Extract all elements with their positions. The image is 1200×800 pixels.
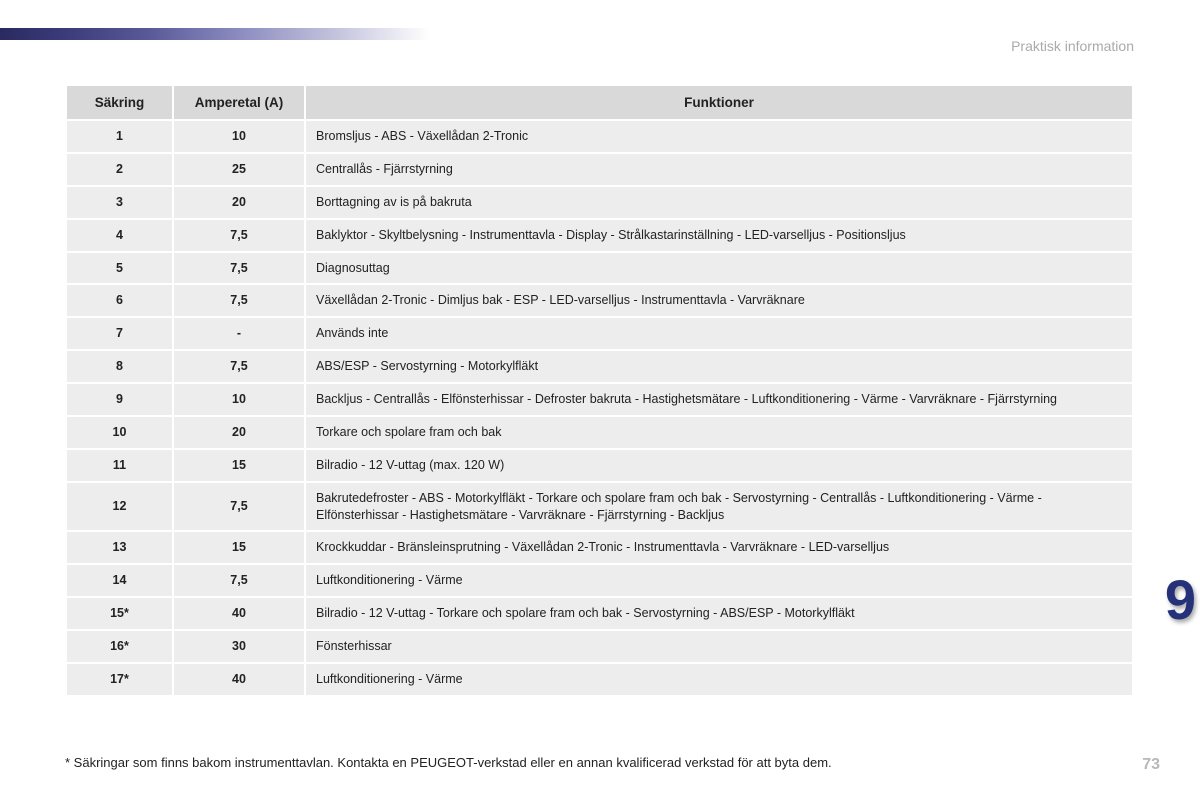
table-row: 1020Torkare och spolare fram och bak	[67, 417, 1132, 448]
amperage-cell: 7,5	[174, 565, 304, 596]
fuse-number-cell: 7	[67, 318, 172, 349]
functions-cell: Borttagning av is på bakruta	[306, 187, 1132, 218]
functions-cell: Luftkonditionering - Värme	[306, 565, 1132, 596]
functions-cell: Torkare och spolare fram och bak	[306, 417, 1132, 448]
chapter-number-badge: 9	[1165, 567, 1196, 632]
amperage-cell: 10	[174, 384, 304, 415]
functions-cell: Bilradio - 12 V-uttag (max. 120 W)	[306, 450, 1132, 481]
table-row: 87,5ABS/ESP - Servostyrning - Motorkylfl…	[67, 351, 1132, 382]
fuse-number-cell: 3	[67, 187, 172, 218]
table-row: 17*40Luftkonditionering - Värme	[67, 664, 1132, 695]
fuse-number-cell: 9	[67, 384, 172, 415]
functions-cell: Luftkonditionering - Värme	[306, 664, 1132, 695]
fuse-number-cell: 16*	[67, 631, 172, 662]
table-row: 7-Används inte	[67, 318, 1132, 349]
table-row: 320Borttagning av is på bakruta	[67, 187, 1132, 218]
fuse-number-cell: 10	[67, 417, 172, 448]
functions-cell: Baklyktor - Skyltbelysning - Instrumentt…	[306, 220, 1132, 251]
col-header-fuse: Säkring	[67, 86, 172, 119]
header-gradient-bar	[0, 28, 430, 40]
functions-cell: ABS/ESP - Servostyrning - Motorkylfläkt	[306, 351, 1132, 382]
amperage-cell: -	[174, 318, 304, 349]
col-header-amperage: Amperetal (A)	[174, 86, 304, 119]
amperage-cell: 40	[174, 598, 304, 629]
amperage-cell: 7,5	[174, 483, 304, 531]
table-row: 57,5Diagnosuttag	[67, 253, 1132, 284]
fuse-number-cell: 1	[67, 121, 172, 152]
table-row: 47,5Baklyktor - Skyltbelysning - Instrum…	[67, 220, 1132, 251]
fuse-table: Säkring Amperetal (A) Funktioner 110Brom…	[65, 84, 1134, 697]
table-row: 910Backljus - Centrallås - Elfönsterhiss…	[67, 384, 1132, 415]
col-header-functions: Funktioner	[306, 86, 1132, 119]
footnote: * Säkringar som finns bakom instrumentta…	[65, 755, 832, 770]
table-header-row: Säkring Amperetal (A) Funktioner	[67, 86, 1132, 119]
fuse-number-cell: 2	[67, 154, 172, 185]
table-row: 1115Bilradio - 12 V-uttag (max. 120 W)	[67, 450, 1132, 481]
table-row: 225Centrallås - Fjärrstyrning	[67, 154, 1132, 185]
manual-page: Praktisk information Säkring Amperetal (…	[0, 0, 1200, 800]
functions-cell: Centrallås - Fjärrstyrning	[306, 154, 1132, 185]
functions-cell: Fönsterhissar	[306, 631, 1132, 662]
amperage-cell: 20	[174, 187, 304, 218]
fuse-number-cell: 15*	[67, 598, 172, 629]
table-row: 110Bromsljus - ABS - Växellådan 2-Tronic	[67, 121, 1132, 152]
amperage-cell: 7,5	[174, 253, 304, 284]
fuse-number-cell: 13	[67, 532, 172, 563]
table-row: 16*30Fönsterhissar	[67, 631, 1132, 662]
amperage-cell: 40	[174, 664, 304, 695]
page-number: 73	[1142, 756, 1160, 774]
functions-cell: Växellådan 2-Tronic - Dimljus bak - ESP …	[306, 285, 1132, 316]
amperage-cell: 10	[174, 121, 304, 152]
amperage-cell: 15	[174, 532, 304, 563]
table-row: 127,5Bakrutedefroster - ABS - Motorkylfl…	[67, 483, 1132, 531]
table-row: 1315Krockkuddar - Bränsleinsprutning - V…	[67, 532, 1132, 563]
amperage-cell: 7,5	[174, 220, 304, 251]
amperage-cell: 20	[174, 417, 304, 448]
fuse-number-cell: 12	[67, 483, 172, 531]
section-header: Praktisk information	[1011, 38, 1134, 54]
fuse-number-cell: 14	[67, 565, 172, 596]
fuse-number-cell: 6	[67, 285, 172, 316]
functions-cell: Bakrutedefroster - ABS - Motorkylfläkt -…	[306, 483, 1132, 531]
table-row: 147,5Luftkonditionering - Värme	[67, 565, 1132, 596]
functions-cell: Bilradio - 12 V-uttag - Torkare och spol…	[306, 598, 1132, 629]
amperage-cell: 7,5	[174, 285, 304, 316]
functions-cell: Bromsljus - ABS - Växellådan 2-Tronic	[306, 121, 1132, 152]
table-row: 15*40Bilradio - 12 V-uttag - Torkare och…	[67, 598, 1132, 629]
functions-cell: Backljus - Centrallås - Elfönsterhissar …	[306, 384, 1132, 415]
amperage-cell: 7,5	[174, 351, 304, 382]
functions-cell: Används inte	[306, 318, 1132, 349]
amperage-cell: 30	[174, 631, 304, 662]
functions-cell: Diagnosuttag	[306, 253, 1132, 284]
fuse-number-cell: 4	[67, 220, 172, 251]
fuse-number-cell: 11	[67, 450, 172, 481]
fuse-number-cell: 8	[67, 351, 172, 382]
fuse-number-cell: 17*	[67, 664, 172, 695]
table-row: 67,5Växellådan 2-Tronic - Dimljus bak - …	[67, 285, 1132, 316]
fuse-number-cell: 5	[67, 253, 172, 284]
amperage-cell: 25	[174, 154, 304, 185]
fuse-table-container: Säkring Amperetal (A) Funktioner 110Brom…	[65, 84, 1134, 697]
functions-cell: Krockkuddar - Bränsleinsprutning - Växel…	[306, 532, 1132, 563]
amperage-cell: 15	[174, 450, 304, 481]
